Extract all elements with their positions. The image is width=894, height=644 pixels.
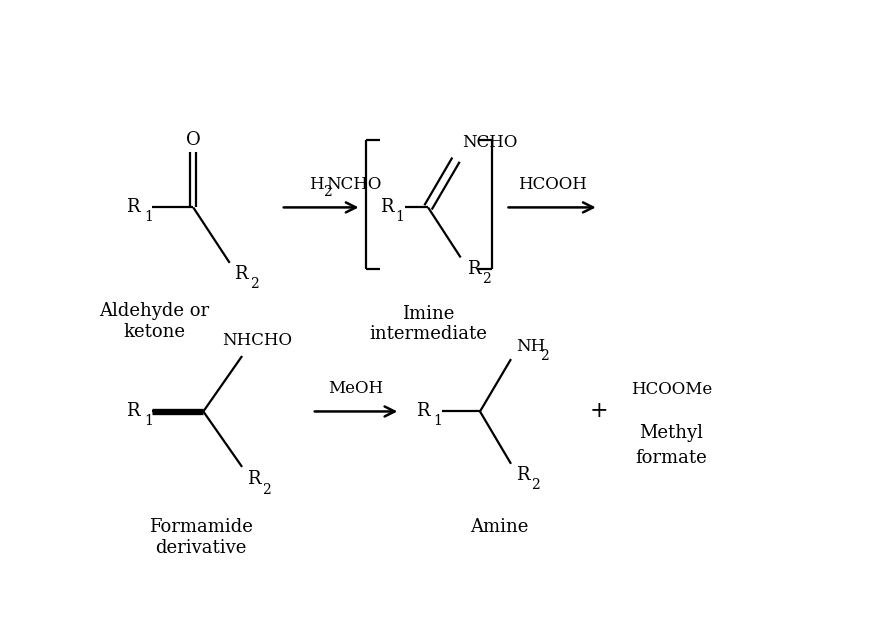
Text: 2: 2 <box>539 349 548 363</box>
Text: NCHO: NCHO <box>325 176 381 193</box>
Text: R: R <box>380 198 393 216</box>
Text: Methyl: Methyl <box>638 424 703 442</box>
Text: R: R <box>126 402 139 421</box>
Text: 1: 1 <box>395 211 404 224</box>
Text: R: R <box>234 265 248 283</box>
Text: O: O <box>186 131 200 149</box>
Text: NCHO: NCHO <box>461 134 517 151</box>
Text: intermediate: intermediate <box>368 325 486 343</box>
Text: R: R <box>516 466 529 484</box>
Text: formate: formate <box>635 449 706 467</box>
Text: ketone: ketone <box>123 323 185 341</box>
Text: R: R <box>126 198 139 216</box>
Text: MeOH: MeOH <box>328 380 384 397</box>
Text: NH: NH <box>516 338 545 355</box>
Text: 1: 1 <box>144 211 153 224</box>
Text: 1: 1 <box>433 415 442 428</box>
Text: +: + <box>588 401 607 422</box>
Text: 2: 2 <box>249 277 258 290</box>
Text: derivative: derivative <box>156 539 247 557</box>
Text: H: H <box>309 176 324 193</box>
Text: Aldehyde or: Aldehyde or <box>99 303 209 320</box>
Text: 2: 2 <box>261 483 270 497</box>
Text: R: R <box>415 402 429 421</box>
Text: HCOOMe: HCOOMe <box>630 381 712 399</box>
Text: Imine: Imine <box>401 305 454 323</box>
Text: 2: 2 <box>531 478 540 493</box>
Text: Amine: Amine <box>469 518 528 536</box>
Text: HCOOH: HCOOH <box>517 176 586 193</box>
Text: 2: 2 <box>323 185 331 199</box>
Text: 2: 2 <box>481 272 490 286</box>
Text: R: R <box>467 260 480 278</box>
Text: Formamide: Formamide <box>149 518 253 536</box>
Text: R: R <box>247 470 260 488</box>
Text: NHCHO: NHCHO <box>223 332 292 349</box>
Text: 1: 1 <box>144 415 153 428</box>
